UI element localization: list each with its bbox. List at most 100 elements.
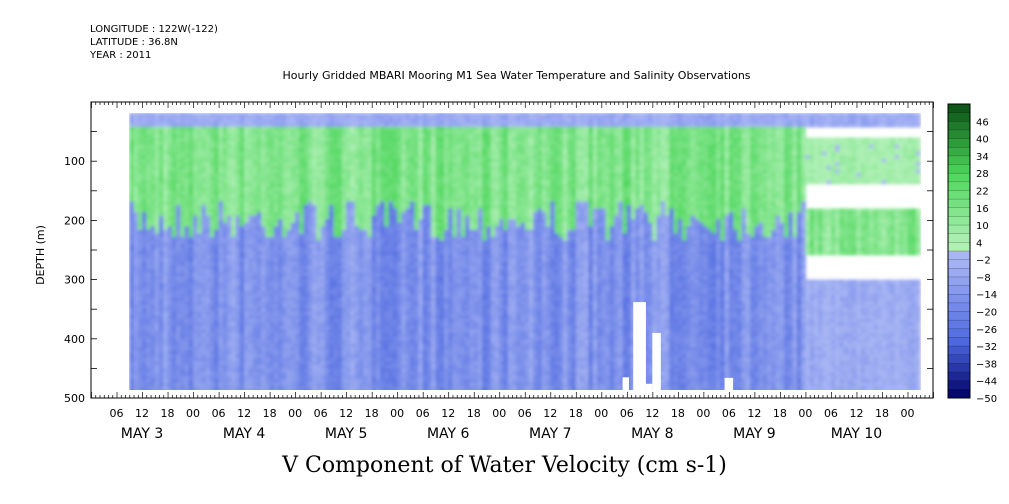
x-hour-label: 06	[314, 407, 328, 420]
x-hour-label: 00	[186, 407, 200, 420]
colorbar-tick-label: 28	[976, 169, 989, 180]
colorbar-swatch	[948, 328, 970, 338]
colorbar-swatch	[948, 112, 970, 122]
x-hour-label: 06	[110, 407, 124, 420]
colorbar-tick-label: −26	[976, 325, 997, 336]
colorbar-swatch	[948, 155, 970, 166]
colorbar-swatch	[948, 164, 970, 174]
x-hour-label: 00	[594, 407, 608, 420]
colorbar-swatch	[948, 225, 970, 235]
colorbar-tick-label: −20	[976, 308, 997, 319]
colorbar-swatch	[948, 242, 970, 252]
colorbar-tick-label: 22	[976, 186, 989, 197]
colorbar-frame	[947, 103, 971, 399]
colorbar-tick-label: −38	[976, 359, 997, 370]
x-hour-label: 12	[237, 407, 251, 420]
x-hour-label: 00	[390, 407, 404, 420]
y-tick-label: 200	[64, 214, 85, 227]
colorbar-swatch	[948, 181, 970, 191]
colorbar-tick-label: 4	[976, 238, 982, 249]
x-hour-label: 18	[773, 407, 787, 420]
colorbar: 46 40 34 28 22 16 10 4 −2 −8 −14 −20 −26 −32 −38 −44 −50	[947, 103, 997, 405]
colorbar-swatch	[948, 363, 970, 373]
colorbar-tick-label: −32	[976, 342, 997, 353]
colorbar-tick-label: −8	[976, 273, 991, 284]
x-hour-label: 18	[467, 407, 481, 420]
x-hour-label: 18	[671, 407, 685, 420]
latitude-label: LATITUDE : 36.8N	[90, 37, 178, 48]
x-day-label: MAY 9	[733, 426, 775, 442]
longitude-label: LONGITUDE : 122W(-122)	[90, 24, 218, 35]
x-hour-label: 06	[620, 407, 634, 420]
x-hour-label: 12	[339, 407, 353, 420]
colorbar-swatch	[948, 216, 970, 226]
colorbar-tick-label: 40	[976, 135, 989, 146]
missing-data-gap	[645, 383, 653, 393]
missing-data-regions	[622, 302, 734, 393]
colorbar-swatch	[948, 346, 970, 356]
missing-data-gap	[622, 377, 629, 393]
colorbar-swatch	[948, 320, 970, 330]
colorbar-swatch	[948, 138, 970, 148]
x-day-label: MAY 6	[427, 426, 470, 442]
x-hour-label: 00	[798, 407, 812, 420]
x-day-label: MAY 10	[831, 426, 882, 442]
velocity-field	[129, 113, 921, 390]
x-hour-label: 18	[569, 407, 583, 420]
colorbar-swatch	[948, 276, 970, 287]
x-hour-label: 06	[416, 407, 430, 420]
colorbar-swatch	[948, 190, 970, 200]
x-hour-label: 00	[900, 407, 914, 420]
colorbar-swatch	[948, 147, 970, 157]
y-tick-label: 400	[64, 333, 85, 346]
missing-data-gap	[724, 377, 734, 393]
colorbar-swatch	[948, 251, 970, 261]
x-axis: 06 12 18 00 06 12 18 00 06 12 18 00 06 12 18 00 06 12 18 00…	[91, 102, 934, 442]
x-hour-label: 12	[747, 407, 761, 420]
colorbar-swatch	[948, 129, 970, 140]
x-hour-label: 06	[824, 407, 838, 420]
x-day-label: MAY 3	[121, 426, 163, 442]
x-hour-label: 12	[135, 407, 149, 420]
x-hour-label: 18	[263, 407, 277, 420]
x-hour-label: 06	[212, 407, 226, 420]
colorbar-tick-label: −14	[976, 290, 997, 301]
chart-title: Hourly Gridded MBARI Mooring M1 Sea Wate…	[282, 69, 751, 82]
y-tick-label: 300	[64, 274, 85, 287]
y-axis: DEPTH (m) 100 200 300 400 500	[34, 101, 933, 405]
colorbar-swatch	[948, 199, 970, 209]
missing-data-gap	[652, 332, 661, 393]
x-hour-label: 12	[543, 407, 557, 420]
colorbar-tick-label: −2	[976, 256, 991, 267]
colorbar-swatch	[948, 268, 970, 278]
x-hour-label: 18	[365, 407, 379, 420]
x-hour-label: 00	[696, 407, 710, 420]
colorbar-tick-label: 10	[976, 221, 989, 232]
x-day-label: MAY 7	[529, 426, 571, 442]
y-axis-label: DEPTH (m)	[34, 225, 47, 285]
missing-data-gap	[633, 302, 646, 393]
x-hour-label: 00	[288, 407, 302, 420]
colorbar-swatch	[948, 372, 970, 382]
colorbar-swatch	[948, 380, 970, 390]
colorbar-swatch	[948, 311, 970, 321]
x-hour-label: 12	[441, 407, 455, 420]
colorbar-swatch	[948, 233, 970, 243]
colorbar-swatch	[948, 173, 970, 183]
colorbar-swatch	[948, 121, 970, 131]
colorbar-swatch	[948, 389, 970, 399]
x-day-label: MAY 4	[223, 426, 266, 442]
colorbar-tick-label: 34	[976, 152, 989, 163]
colorbar-swatch	[948, 259, 970, 269]
colorbar-tick-label: −44	[976, 377, 997, 388]
colorbar-swatch	[948, 354, 970, 364]
y-tick-label: 500	[64, 392, 85, 405]
colorbar-swatch	[948, 337, 970, 347]
colorbar-swatch	[948, 285, 970, 295]
x-hour-label: 00	[492, 407, 506, 420]
colorbar-tick-label: −50	[976, 394, 997, 405]
colorbar-tick-label: 16	[976, 204, 989, 215]
colorbar-swatch	[948, 302, 970, 313]
x-hour-label: 18	[875, 407, 889, 420]
